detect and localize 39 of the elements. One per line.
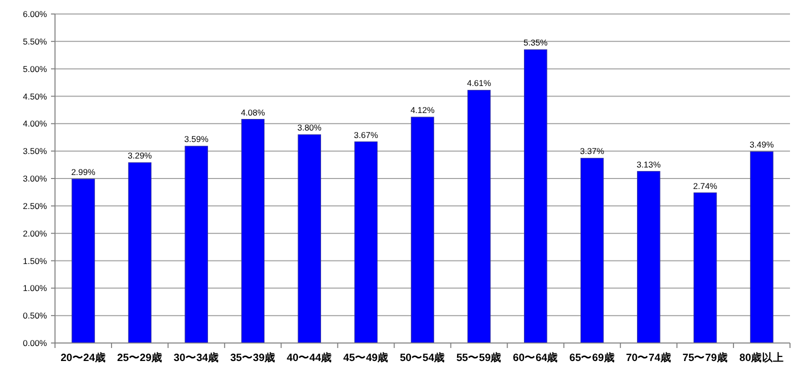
ytick: 1.00% xyxy=(22,283,47,294)
xtick: 45〜49歳 xyxy=(343,352,389,364)
data-label: 4.12% xyxy=(410,105,435,116)
ytick: 3.00% xyxy=(22,174,47,184)
ytick: 5.00% xyxy=(22,64,47,74)
ytick: 0.50% xyxy=(22,310,47,321)
ytick: 5.50% xyxy=(22,36,47,46)
xtick: 25〜29歳 xyxy=(117,352,162,364)
data-label: 4.08% xyxy=(240,107,265,118)
data-label: 3.37% xyxy=(580,146,604,156)
data-label: 2.74% xyxy=(693,180,718,191)
data-label: 3.29% xyxy=(128,150,152,161)
ytick: 1.50% xyxy=(22,256,47,266)
ytick: 2.50% xyxy=(22,200,47,211)
data-label: 5.35% xyxy=(524,38,548,48)
data-label: 3.49% xyxy=(750,140,774,150)
xtick: 40〜44歳 xyxy=(286,352,332,364)
xtick: 30〜34歳 xyxy=(174,352,220,364)
data-label: 3.67% xyxy=(354,130,378,140)
xtick: 20〜24歳 xyxy=(60,352,106,364)
data-label: 3.13% xyxy=(636,159,661,170)
data-label: 4.61% xyxy=(466,78,492,88)
ytick: 6.00% xyxy=(22,9,47,19)
data-label: 2.99% xyxy=(71,167,96,178)
ytick: 2.00% xyxy=(22,228,47,238)
ytick: 0.00% xyxy=(22,338,47,348)
xtick: 35〜39歳 xyxy=(230,352,276,364)
ytick: 4.00% xyxy=(22,118,47,129)
ytick: 4.50% xyxy=(22,91,47,102)
data-label: 3.59% xyxy=(184,134,208,144)
xtick: 55〜59歳 xyxy=(456,352,502,364)
xtick: 70〜74歳 xyxy=(626,352,672,364)
xtick: 80歳以上 xyxy=(739,352,784,364)
data-label: 3.80% xyxy=(297,122,322,133)
xtick: 75〜79歳 xyxy=(682,352,728,364)
xtick: 50〜54歳 xyxy=(400,352,446,364)
xtick: 60〜64歳 xyxy=(512,352,558,364)
ytick: 3.50% xyxy=(22,146,47,156)
xtick: 65〜69歳 xyxy=(569,352,615,364)
